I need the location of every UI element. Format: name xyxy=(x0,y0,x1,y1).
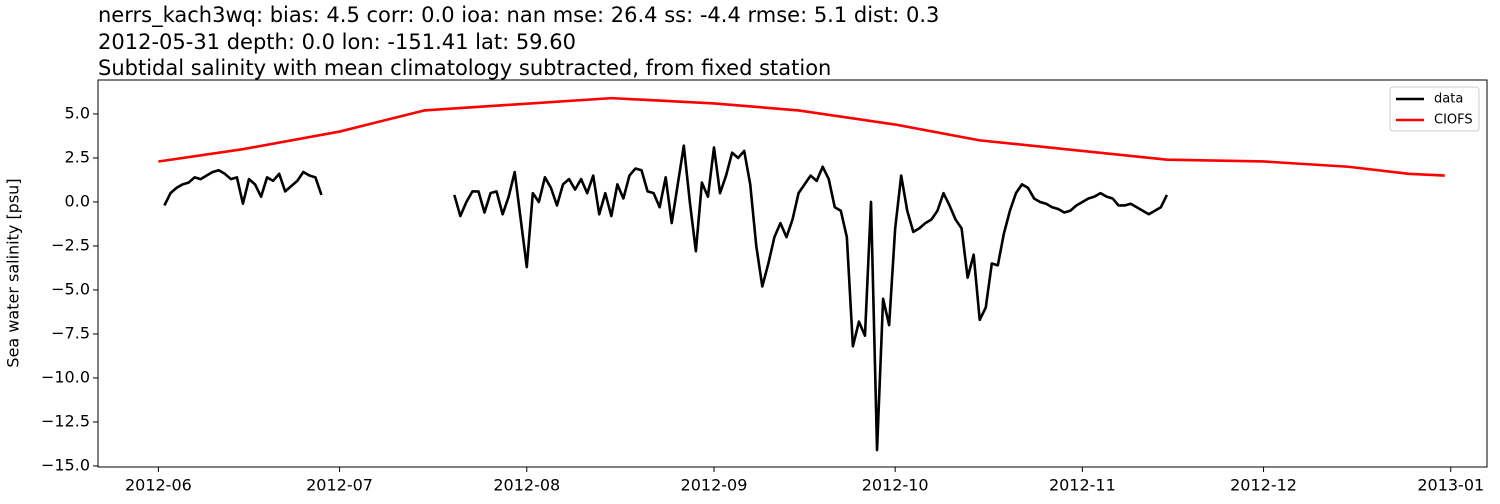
x-tick-label: 2012-08 xyxy=(493,476,560,495)
x-tick-label: 2012-10 xyxy=(862,476,929,495)
axes-frame xyxy=(97,79,1488,468)
y-tick-label: −5.0 xyxy=(51,279,90,298)
x-tick-label: 2012-11 xyxy=(1049,476,1116,495)
y-tick-label: −15.0 xyxy=(41,455,90,474)
y-tick-label: 5.0 xyxy=(65,103,90,122)
x-tick-label: 2012-12 xyxy=(1230,476,1297,495)
x-tick-label: 2012-06 xyxy=(125,476,192,495)
legend-label: CIOFS xyxy=(1434,113,1473,128)
chart-title: Subtidal salinity with mean climatology … xyxy=(98,56,831,80)
data-line xyxy=(158,96,1445,177)
y-tick-label: −7.5 xyxy=(51,323,90,342)
chart-title: 2012-05-31 depth: 0.0 lon: -151.41 lat: … xyxy=(98,30,576,54)
x-tick-label: 2013-01 xyxy=(1417,476,1484,495)
y-axis-label: Sea water salinity [psu] xyxy=(4,178,23,367)
data-line xyxy=(163,144,1169,452)
y-tick-label: −12.5 xyxy=(41,411,90,430)
legend-label: data xyxy=(1434,92,1463,107)
y-tick-label: 0.0 xyxy=(65,191,90,210)
x-tick-label: 2012-07 xyxy=(306,476,373,495)
y-tick-label: −2.5 xyxy=(51,235,90,254)
x-tick-label: 2012-09 xyxy=(681,476,748,495)
chart-title: nerrs_kach3wq: bias: 4.5 corr: 0.0 ioa: … xyxy=(98,3,939,28)
y-tick-label: −10.0 xyxy=(41,367,90,386)
y-tick-label: 2.5 xyxy=(65,147,90,166)
